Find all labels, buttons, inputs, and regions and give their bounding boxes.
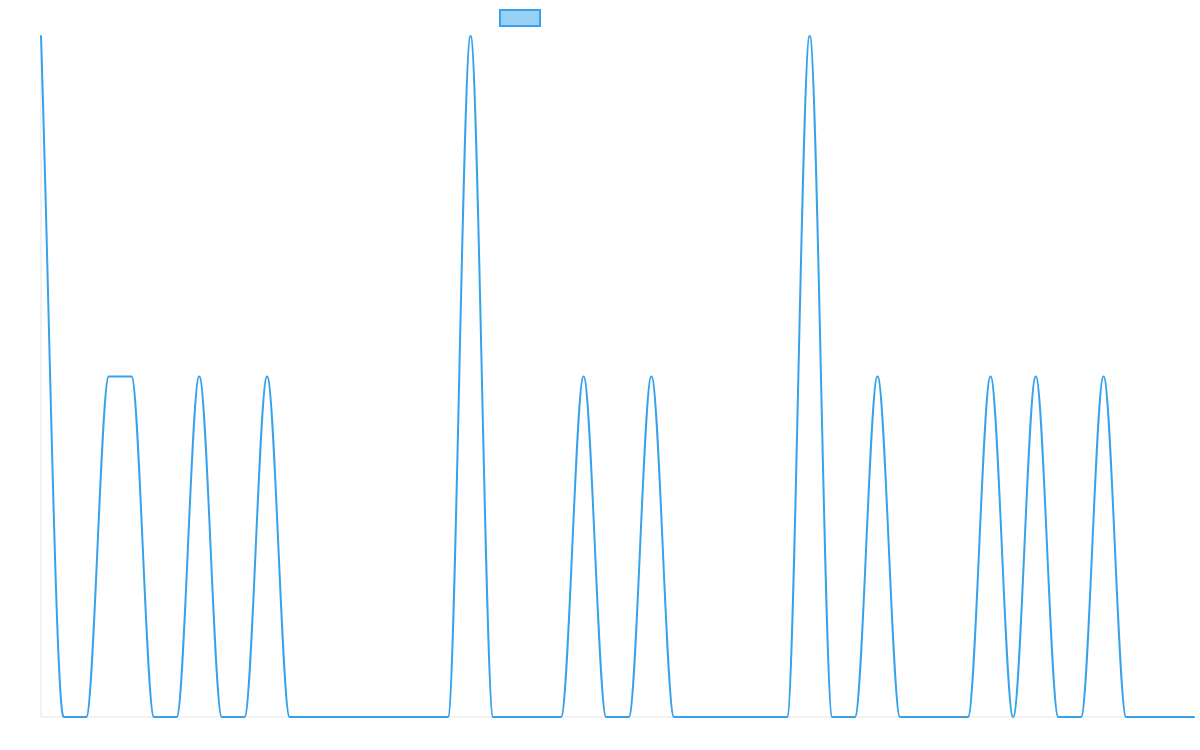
data-point[interactable] [61,714,67,720]
data-point[interactable] [648,374,654,380]
data-point[interactable] [264,374,270,380]
data-point[interactable] [1168,714,1174,720]
series-group [38,33,1197,720]
legend[interactable] [499,9,541,27]
data-point[interactable] [671,714,677,720]
data-point[interactable] [829,714,835,720]
data-point[interactable] [694,714,700,720]
data-point[interactable] [445,714,451,720]
data-point[interactable] [128,374,134,380]
data-point[interactable] [174,714,180,720]
data-point[interactable] [1010,714,1016,720]
data-point[interactable] [287,714,293,720]
data-point[interactable] [1078,714,1084,720]
series-line [40,35,1195,719]
data-point[interactable] [1191,714,1197,720]
data-point[interactable] [332,714,338,720]
data-point[interactable] [920,714,926,720]
data-point[interactable] [83,714,89,720]
data-point[interactable] [852,714,858,720]
data-point[interactable] [965,714,971,720]
data-point[interactable] [196,374,202,380]
data-point[interactable] [468,33,474,39]
data-point[interactable] [1055,714,1061,720]
data-point[interactable] [535,714,541,720]
data-point[interactable] [897,714,903,720]
legend-swatch[interactable] [499,9,541,27]
data-point[interactable] [739,714,745,720]
data-point[interactable] [219,714,225,720]
data-point[interactable] [1101,374,1107,380]
data-point[interactable] [784,714,790,720]
data-point[interactable] [603,714,609,720]
data-point[interactable] [558,714,564,720]
data-point[interactable] [513,714,519,720]
data-point[interactable] [942,714,948,720]
data-point[interactable] [377,714,383,720]
data-point[interactable] [716,714,722,720]
data-point[interactable] [807,33,813,39]
data-point[interactable] [626,714,632,720]
data-point[interactable] [988,374,994,380]
data-point[interactable] [241,714,247,720]
data-point[interactable] [490,714,496,720]
data-point[interactable] [106,374,112,380]
data-point[interactable] [422,714,428,720]
data-point[interactable] [761,714,767,720]
data-point[interactable] [38,33,44,39]
data-point[interactable] [309,714,315,720]
data-point[interactable] [874,374,880,380]
data-point[interactable] [400,714,406,720]
data-point[interactable] [1146,714,1152,720]
data-point[interactable] [1123,714,1129,720]
data-point[interactable] [1033,374,1039,380]
data-point[interactable] [355,714,361,720]
data-point[interactable] [581,374,587,380]
data-point[interactable] [151,714,157,720]
